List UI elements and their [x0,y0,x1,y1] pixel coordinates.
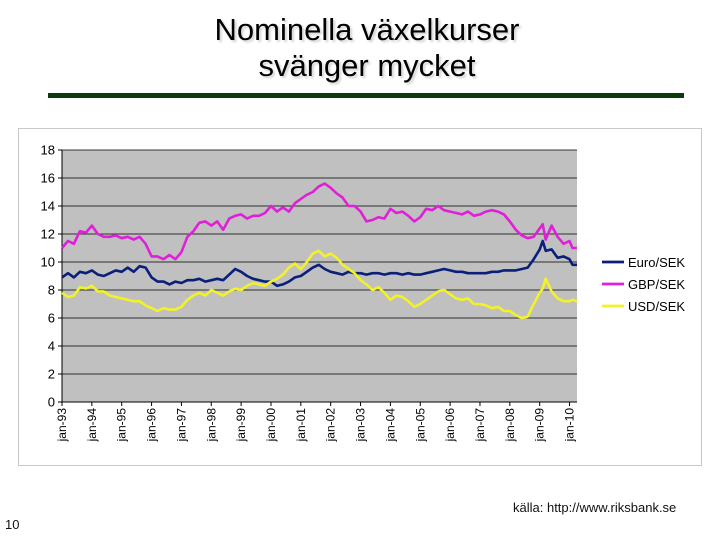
series-line-gbp-sek [61,182,577,261]
y-tick-label: 8 [48,283,55,298]
y-tick-label: 16 [41,171,55,186]
title-underline [48,93,684,98]
legend-label-euro-sek: Euro/SEK [628,255,685,270]
y-tick-label: 0 [48,395,55,410]
y-tick-label: 2 [48,367,55,382]
y-tick-label: 4 [48,339,55,354]
chart-container: 0 2 4 6 8 10 12 14 16 18 jan-93 jan-94 jan-95 jan-96 j… [18,128,702,466]
y-tick-label: 6 [48,311,55,326]
series-line-euro-sek [61,239,577,288]
y-tick-label: 10 [41,255,55,270]
x-tick-label: jan-05 [413,408,427,443]
y-tick-label: 12 [41,227,55,242]
x-tick-label: jan-04 [383,408,397,443]
page-number: 10 [5,517,20,532]
x-tick-label: jan-09 [533,408,547,443]
title-line-2: svänger mycket [258,48,476,83]
plot-area [62,150,577,402]
x-tick-label: jan-96 [145,408,159,443]
exchange-rate-chart: 0 2 4 6 8 10 12 14 16 18 jan-93 jan-94 jan-95 jan-96 j… [41,143,686,443]
x-tick-label: jan-94 [85,408,99,443]
title-line-1: Nominella växelkurser [214,12,520,47]
x-tick-label: jan-97 [174,408,188,443]
legend-label-gbp-sek: GBP/SEK [628,277,685,292]
y-tick-label: 18 [41,143,55,158]
x-tick-label: jan-10 [563,408,577,443]
x-tick-label: jan-06 [443,408,457,443]
x-tick-label: jan-03 [354,408,368,443]
x-tick-label: jan-95 [115,408,129,443]
x-tick-label: jan-07 [473,408,487,443]
x-tick-label: jan-08 [503,408,517,443]
x-tick-label: jan-02 [324,408,338,443]
x-tick-label: jan-00 [264,408,278,443]
x-tick-label: jan-93 [55,408,69,443]
slide-title: Nominella växelkurser svänger mycket [0,12,720,84]
x-tick-label: jan-98 [204,408,218,443]
legend-label-usd-sek: USD/SEK [628,299,685,314]
y-tick-label: 14 [41,199,55,214]
x-tick-label: jan-99 [234,408,248,443]
source-note: källa: http://www.riksbank.se [513,500,677,515]
series-line-usd-sek [61,249,578,320]
x-tick-label: jan-01 [294,408,308,443]
